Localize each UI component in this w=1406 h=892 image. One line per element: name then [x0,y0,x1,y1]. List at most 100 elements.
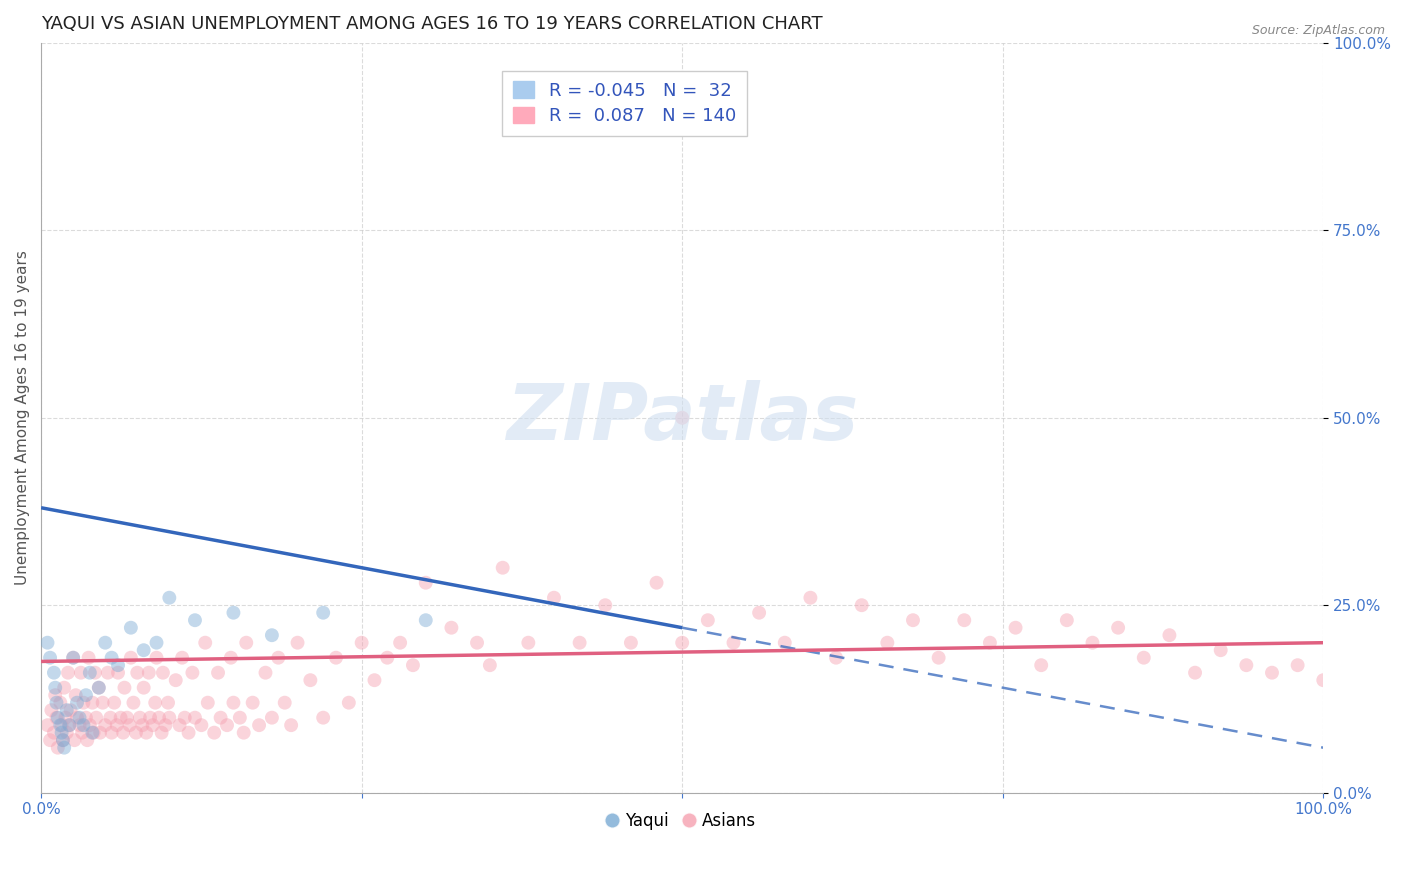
Text: Source: ZipAtlas.com: Source: ZipAtlas.com [1251,24,1385,37]
Point [69,711,91,725]
Point [83,725,105,739]
Point [169,718,191,732]
Point [181,665,204,680]
Point [465,636,488,650]
Point [242,696,264,710]
Point [312,606,335,620]
Point [62,650,84,665]
Point [51,725,73,739]
Point [110,711,132,725]
Point [82,696,104,710]
Point [49,696,72,710]
Point [128,711,150,725]
Point [127,665,149,680]
Point [132,643,155,657]
Point [39,733,62,747]
Point [79,665,101,680]
Point [72,718,94,732]
Point [65,688,87,702]
Point [375,650,398,665]
Point [87,681,110,695]
Point [125,725,148,739]
Point [132,681,155,695]
Point [66,696,89,710]
Point [851,598,873,612]
Point [254,665,277,680]
Point [63,733,86,747]
Point [37,718,59,732]
Point [202,725,225,739]
Point [260,628,283,642]
Point [247,718,270,732]
Point [42,665,65,680]
Point [876,636,898,650]
Point [145,636,167,650]
Y-axis label: Unemployment Among Ages 16 to 19 years: Unemployment Among Ages 16 to 19 years [15,251,30,585]
Point [232,725,254,739]
Point [517,636,540,650]
Point [197,696,219,710]
Point [107,665,129,680]
Point [1004,621,1026,635]
Point [62,650,84,665]
Point [94,636,117,650]
Point [1234,658,1257,673]
Point [100,650,122,665]
Point [1159,628,1181,642]
Point [953,613,976,627]
Point [696,613,718,627]
Point [58,718,80,732]
Point [1261,665,1284,680]
Point [165,673,187,688]
Point [979,636,1001,650]
Point [274,696,297,710]
Point [75,688,97,702]
Point [107,658,129,673]
Point [56,665,79,680]
Point [363,673,385,688]
Point [1286,658,1309,673]
Point [543,591,565,605]
Point [928,650,950,665]
Point [59,703,82,717]
Point [1056,613,1078,627]
Point [492,560,515,574]
Point [58,718,80,732]
Point [222,696,245,710]
Point [267,650,290,665]
Point [1312,673,1334,688]
Text: YAQUI VS ASIAN UNEMPLOYMENT AMONG AGES 16 TO 19 YEARS CORRELATION CHART: YAQUI VS ASIAN UNEMPLOYMENT AMONG AGES 1… [41,15,823,33]
Point [155,718,177,732]
Point [53,681,76,695]
Point [1209,643,1232,657]
Point [87,681,110,695]
Point [287,636,309,650]
Point [415,613,437,627]
Point [1184,665,1206,680]
Point [112,725,135,739]
Point [190,718,212,732]
Point [84,665,107,680]
Point [1031,658,1053,673]
Point [70,665,93,680]
Point [194,636,217,650]
Point [52,733,75,747]
Point [280,718,302,732]
Point [415,575,437,590]
Point [44,688,66,702]
Point [478,658,501,673]
Point [145,650,167,665]
Point [46,740,69,755]
Point [118,718,141,732]
Point [209,711,232,725]
Point [260,711,283,725]
Point [184,711,207,725]
Point [143,696,166,710]
Point [402,658,425,673]
Point [135,725,157,739]
Point [440,621,463,635]
Point [45,696,67,710]
Point [173,711,195,725]
Point [350,636,373,650]
Point [299,673,322,688]
